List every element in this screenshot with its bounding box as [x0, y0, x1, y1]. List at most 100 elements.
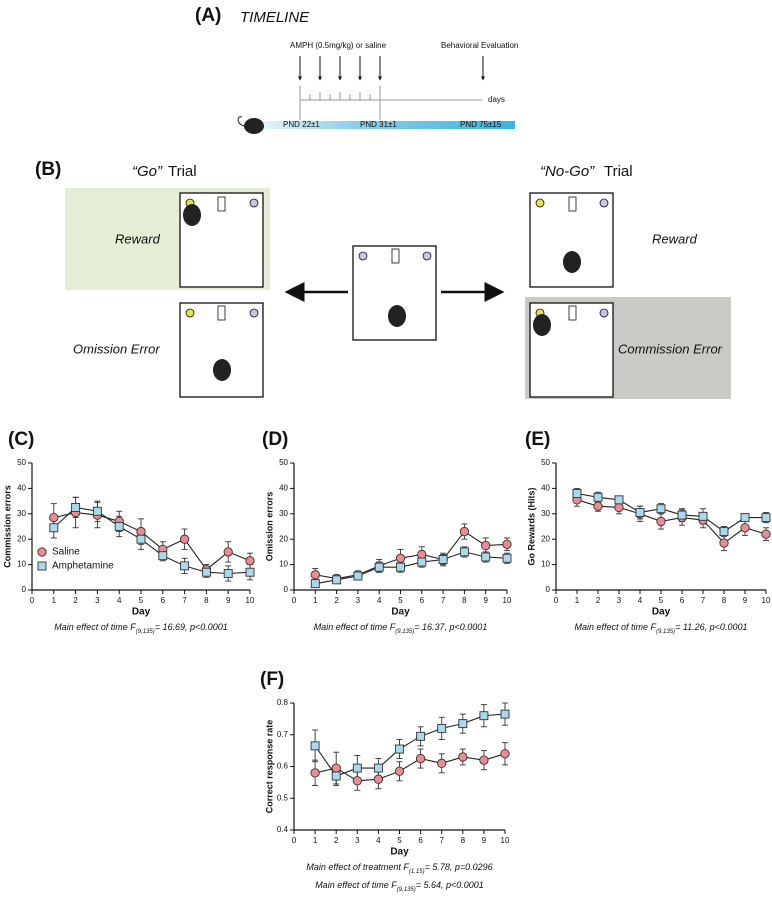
x-tick-label: 7: [182, 596, 187, 605]
x-tick-label: 8: [204, 596, 209, 605]
marker: [614, 502, 624, 513]
x-tick-label: 4: [638, 596, 643, 605]
panel-label: (C): [8, 429, 34, 450]
marker: [417, 549, 427, 560]
series-line: [314, 753, 506, 782]
marker: [479, 711, 489, 721]
y-axis-label: Correct response rate: [264, 720, 274, 814]
y-tick-label: 40: [279, 484, 288, 493]
marker: [572, 489, 582, 498]
marker: [49, 523, 59, 533]
y-tick-label: 20: [279, 534, 288, 543]
panel-label: (A): [195, 5, 221, 26]
y-tick-label: 20: [17, 534, 26, 543]
marker: [740, 523, 750, 533]
marker: [223, 569, 233, 578]
stage-label: PND 22±1: [283, 120, 320, 129]
series-line: [576, 492, 766, 533]
y-tick-label: 50: [17, 458, 26, 467]
caption: Main effect of treatment F(1,15)= 5.78, …: [306, 862, 492, 874]
marker: [593, 501, 603, 511]
x-tick-label: 2: [596, 596, 601, 605]
x-tick-label: 9: [483, 596, 488, 605]
x-tick-label: 2: [334, 836, 339, 845]
y-tick-label: 30: [17, 509, 26, 518]
chamber-details: [185, 196, 609, 321]
y-tick-label: 0.5: [277, 793, 289, 802]
x-tick-label: 7: [439, 836, 444, 845]
marker: [635, 508, 645, 517]
x-tick-label: 5: [139, 596, 144, 605]
series-line: [53, 511, 251, 571]
x-tick-label: 6: [680, 596, 685, 605]
x-tick-label: 3: [355, 836, 360, 845]
marker: [740, 513, 750, 523]
x-tick-label: 2: [334, 596, 339, 605]
y-axis-label: Commission errors: [2, 485, 12, 568]
marker: [136, 534, 146, 544]
marker: [502, 539, 512, 549]
caption: Main effect of time F(9,135)= 11.26, p<0…: [575, 622, 748, 634]
panel-label: (F): [260, 669, 284, 690]
x-tick-label: 4: [117, 596, 122, 605]
y-tick-label: 50: [279, 458, 288, 467]
marker: [481, 552, 491, 562]
panel-label: (D): [262, 429, 288, 450]
x-tick-label: 5: [397, 836, 402, 845]
caption-text: Main effect of time F: [575, 622, 657, 632]
outcome-label: Commission Error: [618, 341, 723, 356]
marker: [458, 752, 468, 762]
chambers: [179, 192, 614, 398]
marker: [71, 503, 81, 512]
x-tick-label: 0: [292, 596, 297, 605]
caption: Main effect of time F(9,135)= 16.37, p<0…: [314, 622, 488, 634]
marker: [245, 567, 255, 577]
x-tick-label: 9: [482, 836, 487, 845]
marker: [373, 763, 383, 773]
x-axis-label: Day: [391, 607, 410, 618]
x-tick-label: 3: [356, 596, 361, 605]
x-tick-label: 6: [161, 596, 166, 605]
x-axis-label: Day: [652, 607, 671, 618]
panel-label: (E): [525, 429, 550, 450]
marker: [656, 504, 666, 514]
panel-label: (B): [35, 159, 61, 180]
caption-text: Main effect of time F: [54, 622, 136, 632]
marker: [395, 744, 404, 754]
y-tick-label: 20: [541, 534, 550, 543]
x-tick-label: 2: [73, 596, 78, 605]
x-tick-label: 0: [554, 596, 559, 605]
marker: [332, 575, 342, 585]
x-tick-label: 0: [292, 836, 297, 845]
caption-subscript: (9,135): [395, 629, 414, 635]
y-tick-label: 0.6: [277, 762, 289, 771]
x-axis-label: Day: [132, 607, 151, 618]
legend-swatch: [37, 561, 47, 571]
marker: [719, 538, 729, 548]
y-tick-label: 10: [17, 560, 26, 569]
trial-title: “Go”: [132, 163, 163, 180]
marker: [201, 567, 211, 577]
x-tick-label: 1: [313, 836, 318, 845]
caption-rest: = 16.69, p<0.0001: [155, 622, 228, 632]
series-line: [53, 506, 251, 575]
marker: [49, 512, 59, 523]
y-tick-label: 30: [279, 509, 288, 518]
x-tick-label: 7: [441, 596, 446, 605]
marker: [458, 719, 468, 729]
caption-text: Main effect of time F: [314, 622, 396, 632]
caption-text: Main effect of time F: [315, 880, 397, 890]
marker: [310, 579, 320, 589]
x-tick-label: 3: [95, 596, 100, 605]
marker: [373, 774, 384, 784]
x-tick-label: 6: [418, 836, 423, 845]
y-tick-label: 50: [541, 458, 550, 467]
marker: [459, 526, 470, 537]
y-tick-label: 40: [541, 484, 550, 493]
x-tick-label: 10: [762, 596, 771, 605]
marker: [395, 553, 406, 563]
x-tick-label: 4: [376, 836, 381, 845]
mice: [183, 204, 581, 381]
series-line: [315, 551, 508, 585]
marker: [310, 768, 320, 778]
